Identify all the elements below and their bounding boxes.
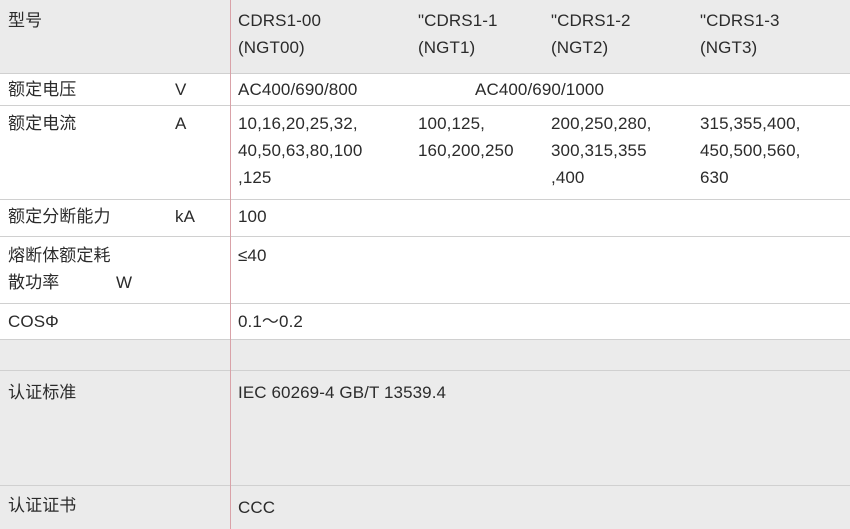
cos-phi-row: COSΦ 0.1～0.2 xyxy=(0,304,850,340)
rated-current-value-3: 315,355,400, 450,500,560, 630 xyxy=(700,114,801,187)
breaking-capacity-value: 100 xyxy=(238,207,267,226)
breaking-capacity-row: 额定分断能力 kA 100 xyxy=(0,200,850,237)
rated-current-value-1: 100,125, 160,200,250 xyxy=(418,114,514,160)
standard-row: 认证标准 IEC 60269-4 GB/T 13539.4 xyxy=(0,370,850,486)
fuse-power-label: 熔断体额定耗 散功率 xyxy=(8,246,111,292)
fuse-power-row: 熔断体额定耗 散功率 W ≤40 xyxy=(0,237,850,304)
model-label: 型号 xyxy=(8,11,43,30)
cos-phi-label: COSΦ xyxy=(8,312,59,331)
cos-phi-value: 0.1～0.2 xyxy=(238,312,303,331)
column-divider xyxy=(230,0,231,529)
rated-current-unit: A xyxy=(175,114,187,133)
standard-label: 认证标准 xyxy=(8,383,77,402)
certificate-label: 认证证书 xyxy=(8,496,77,515)
rated-voltage-row: 额定电压 V AC400/690/800 AC400/690/1000 xyxy=(0,74,850,106)
standard-value: IEC 60269-4 GB/T 13539.4 xyxy=(238,383,447,402)
model-3: "CDRS1-3 (NGT3) xyxy=(700,11,780,57)
rated-voltage-unit: V xyxy=(175,80,187,99)
header-row: 型号 CDRS1-00 (NGT00) "CDRS1-1 (NGT1) "CDR… xyxy=(0,0,850,74)
certificate-value: CCC xyxy=(238,498,276,517)
breaking-capacity-unit: kA xyxy=(175,207,196,226)
rated-voltage-label: 额定电压 xyxy=(8,80,77,99)
certificate-row: 认证证书 CCC xyxy=(0,486,850,529)
rated-current-value-2: 200,250,280, 300,315,355 ,400 xyxy=(551,114,652,187)
rated-voltage-value-0: AC400/690/800 xyxy=(238,80,358,99)
model-1: "CDRS1-1 (NGT1) xyxy=(418,11,498,57)
fuse-power-value: ≤40 xyxy=(238,246,267,265)
rated-current-row: 额定电流 A 10,16,20,25,32, 40,50,63,80,100 ,… xyxy=(0,106,850,200)
model-2: "CDRS1-2 (NGT2) xyxy=(551,11,631,57)
rated-current-label: 额定电流 xyxy=(8,114,77,133)
rated-current-value-0: 10,16,20,25,32, 40,50,63,80,100 ,125 xyxy=(238,114,363,187)
breaking-capacity-label: 额定分断能力 xyxy=(8,207,111,226)
model-0: CDRS1-00 (NGT00) xyxy=(238,11,321,57)
spacer-row xyxy=(0,340,850,370)
rated-voltage-value-123: AC400/690/1000 xyxy=(475,80,605,99)
fuse-power-unit: W xyxy=(116,273,133,292)
